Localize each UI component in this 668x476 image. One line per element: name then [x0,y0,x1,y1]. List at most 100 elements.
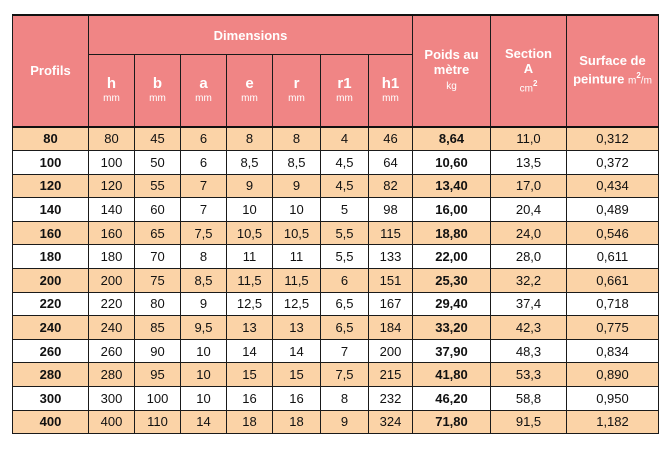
table-row: 80 80 45 6 8 8 4 46 8,64 11,0 0,312 [12,125,659,152]
table-cell: 115 [368,220,413,246]
profile-cell: 280 [12,362,89,388]
table-cell: 10 [226,197,273,222]
table-cell: 0,775 [566,315,659,340]
header-dim-unit: mm [288,93,305,105]
table-cell: 37,90 [412,338,491,364]
profile-dimensions-table: Profils Dimensions Poids au mètre kg Sec… [12,14,659,435]
table-cell: 29,40 [412,291,491,317]
table-cell: 7 [320,338,369,364]
table-cell: 13 [226,315,273,340]
header-poids: Poids au mètre kg [412,14,491,127]
header-section-line2: A [523,60,534,76]
table-cell: 7 [180,197,227,222]
table-cell: 16,00 [412,197,491,222]
table-cell: 15 [226,362,273,388]
table-cell: 0,834 [566,338,659,364]
table-cell: 98 [368,197,413,222]
header-dim-r: r mm [272,54,321,127]
table-row: 120 120 55 7 9 9 4,5 82 13,40 17,0 0,434 [12,173,659,199]
header-surface-tail: /m [640,75,652,87]
table-cell: 9 [226,173,273,199]
header-section-unit: cm [519,82,533,94]
table-cell: 65 [134,220,181,246]
table-cell: 7,5 [320,362,369,388]
header-dim-symbol: h1 [381,75,400,93]
table-cell: 110 [134,409,181,435]
table-cell: 0,489 [566,197,659,222]
table-cell: 91,5 [490,409,567,435]
table-cell: 11,5 [272,268,321,293]
table-cell: 0,546 [566,220,659,246]
table-cell: 240 [88,315,135,340]
table-cell: 82 [368,173,413,199]
table-cell: 5,5 [320,220,369,246]
table-cell: 10 [180,362,227,388]
table-cell: 100 [88,150,135,175]
table-cell: 0,611 [566,244,659,270]
table-cell: 13 [272,315,321,340]
table-cell: 8,5 [180,268,227,293]
table-cell: 11 [272,244,321,270]
table-cell: 200 [88,268,135,293]
header-dim-h: h mm [88,54,135,127]
table-cell: 4,5 [320,173,369,199]
header-dim-e: e mm [226,54,273,127]
header-dim-h1: h1 mm [368,54,413,127]
header-dim-unit: mm [336,93,353,105]
header-dim-unit: mm [103,93,120,105]
table-row: 240 240 85 9,5 13 13 6,5 184 33,20 42,3 0,775 [12,315,659,340]
table-cell: 48,3 [490,338,567,364]
table-cell: 6,5 [320,291,369,317]
table-cell: 6 [180,125,227,152]
table-cell: 11,0 [490,125,567,152]
table-cell: 4 [320,125,369,152]
table-cell: 9 [272,173,321,199]
profile-cell: 200 [12,268,89,293]
table-cell: 0,434 [566,173,659,199]
table-cell: 5,5 [320,244,369,270]
table-cell: 8,5 [272,150,321,175]
table-cell: 14 [226,338,273,364]
table-cell: 11,5 [226,268,273,293]
table-cell: 18 [226,409,273,435]
table-cell: 85 [134,315,181,340]
profile-cell: 240 [12,315,89,340]
table-cell: 0,950 [566,386,659,411]
table-cell: 5 [320,197,369,222]
header-section: Section A cm2 [490,14,567,127]
table-row: 200 200 75 8,5 11,5 11,5 6 151 25,30 32,2 0,661 [12,268,659,293]
table-cell: 200 [368,338,413,364]
table-cell: 64 [368,150,413,175]
table-cell: 9,5 [180,315,227,340]
table-cell: 7,5 [180,220,227,246]
table-cell: 17,0 [490,173,567,199]
header-profils: Profils [12,14,89,127]
table-cell: 0,890 [566,362,659,388]
table-cell: 0,372 [566,150,659,175]
header-surface-sup: 2 [636,71,641,81]
table-cell: 14 [180,409,227,435]
profile-cell: 100 [12,150,89,175]
header-dim-unit: mm [149,93,166,105]
header-dim-symbol: r1 [337,75,352,93]
table-cell: 280 [88,362,135,388]
table-cell: 9 [320,409,369,435]
table-cell: 8 [272,125,321,152]
table-cell: 8 [226,125,273,152]
table-cell: 10,5 [226,220,273,246]
table-cell: 4,5 [320,150,369,175]
table-cell: 25,30 [412,268,491,293]
table-cell: 220 [88,291,135,317]
header-dim-a: a mm [180,54,227,127]
table-cell: 80 [134,291,181,317]
table-cell: 55 [134,173,181,199]
table-cell: 45 [134,125,181,152]
table-cell: 14 [272,338,321,364]
table-cell: 8,64 [412,125,491,152]
table-cell: 10,5 [272,220,321,246]
table-cell: 16 [272,386,321,411]
table-cell: 80 [88,125,135,152]
header-dim-r1: r1 mm [320,54,369,127]
table-cell: 10 [180,386,227,411]
table-cell: 10,60 [412,150,491,175]
